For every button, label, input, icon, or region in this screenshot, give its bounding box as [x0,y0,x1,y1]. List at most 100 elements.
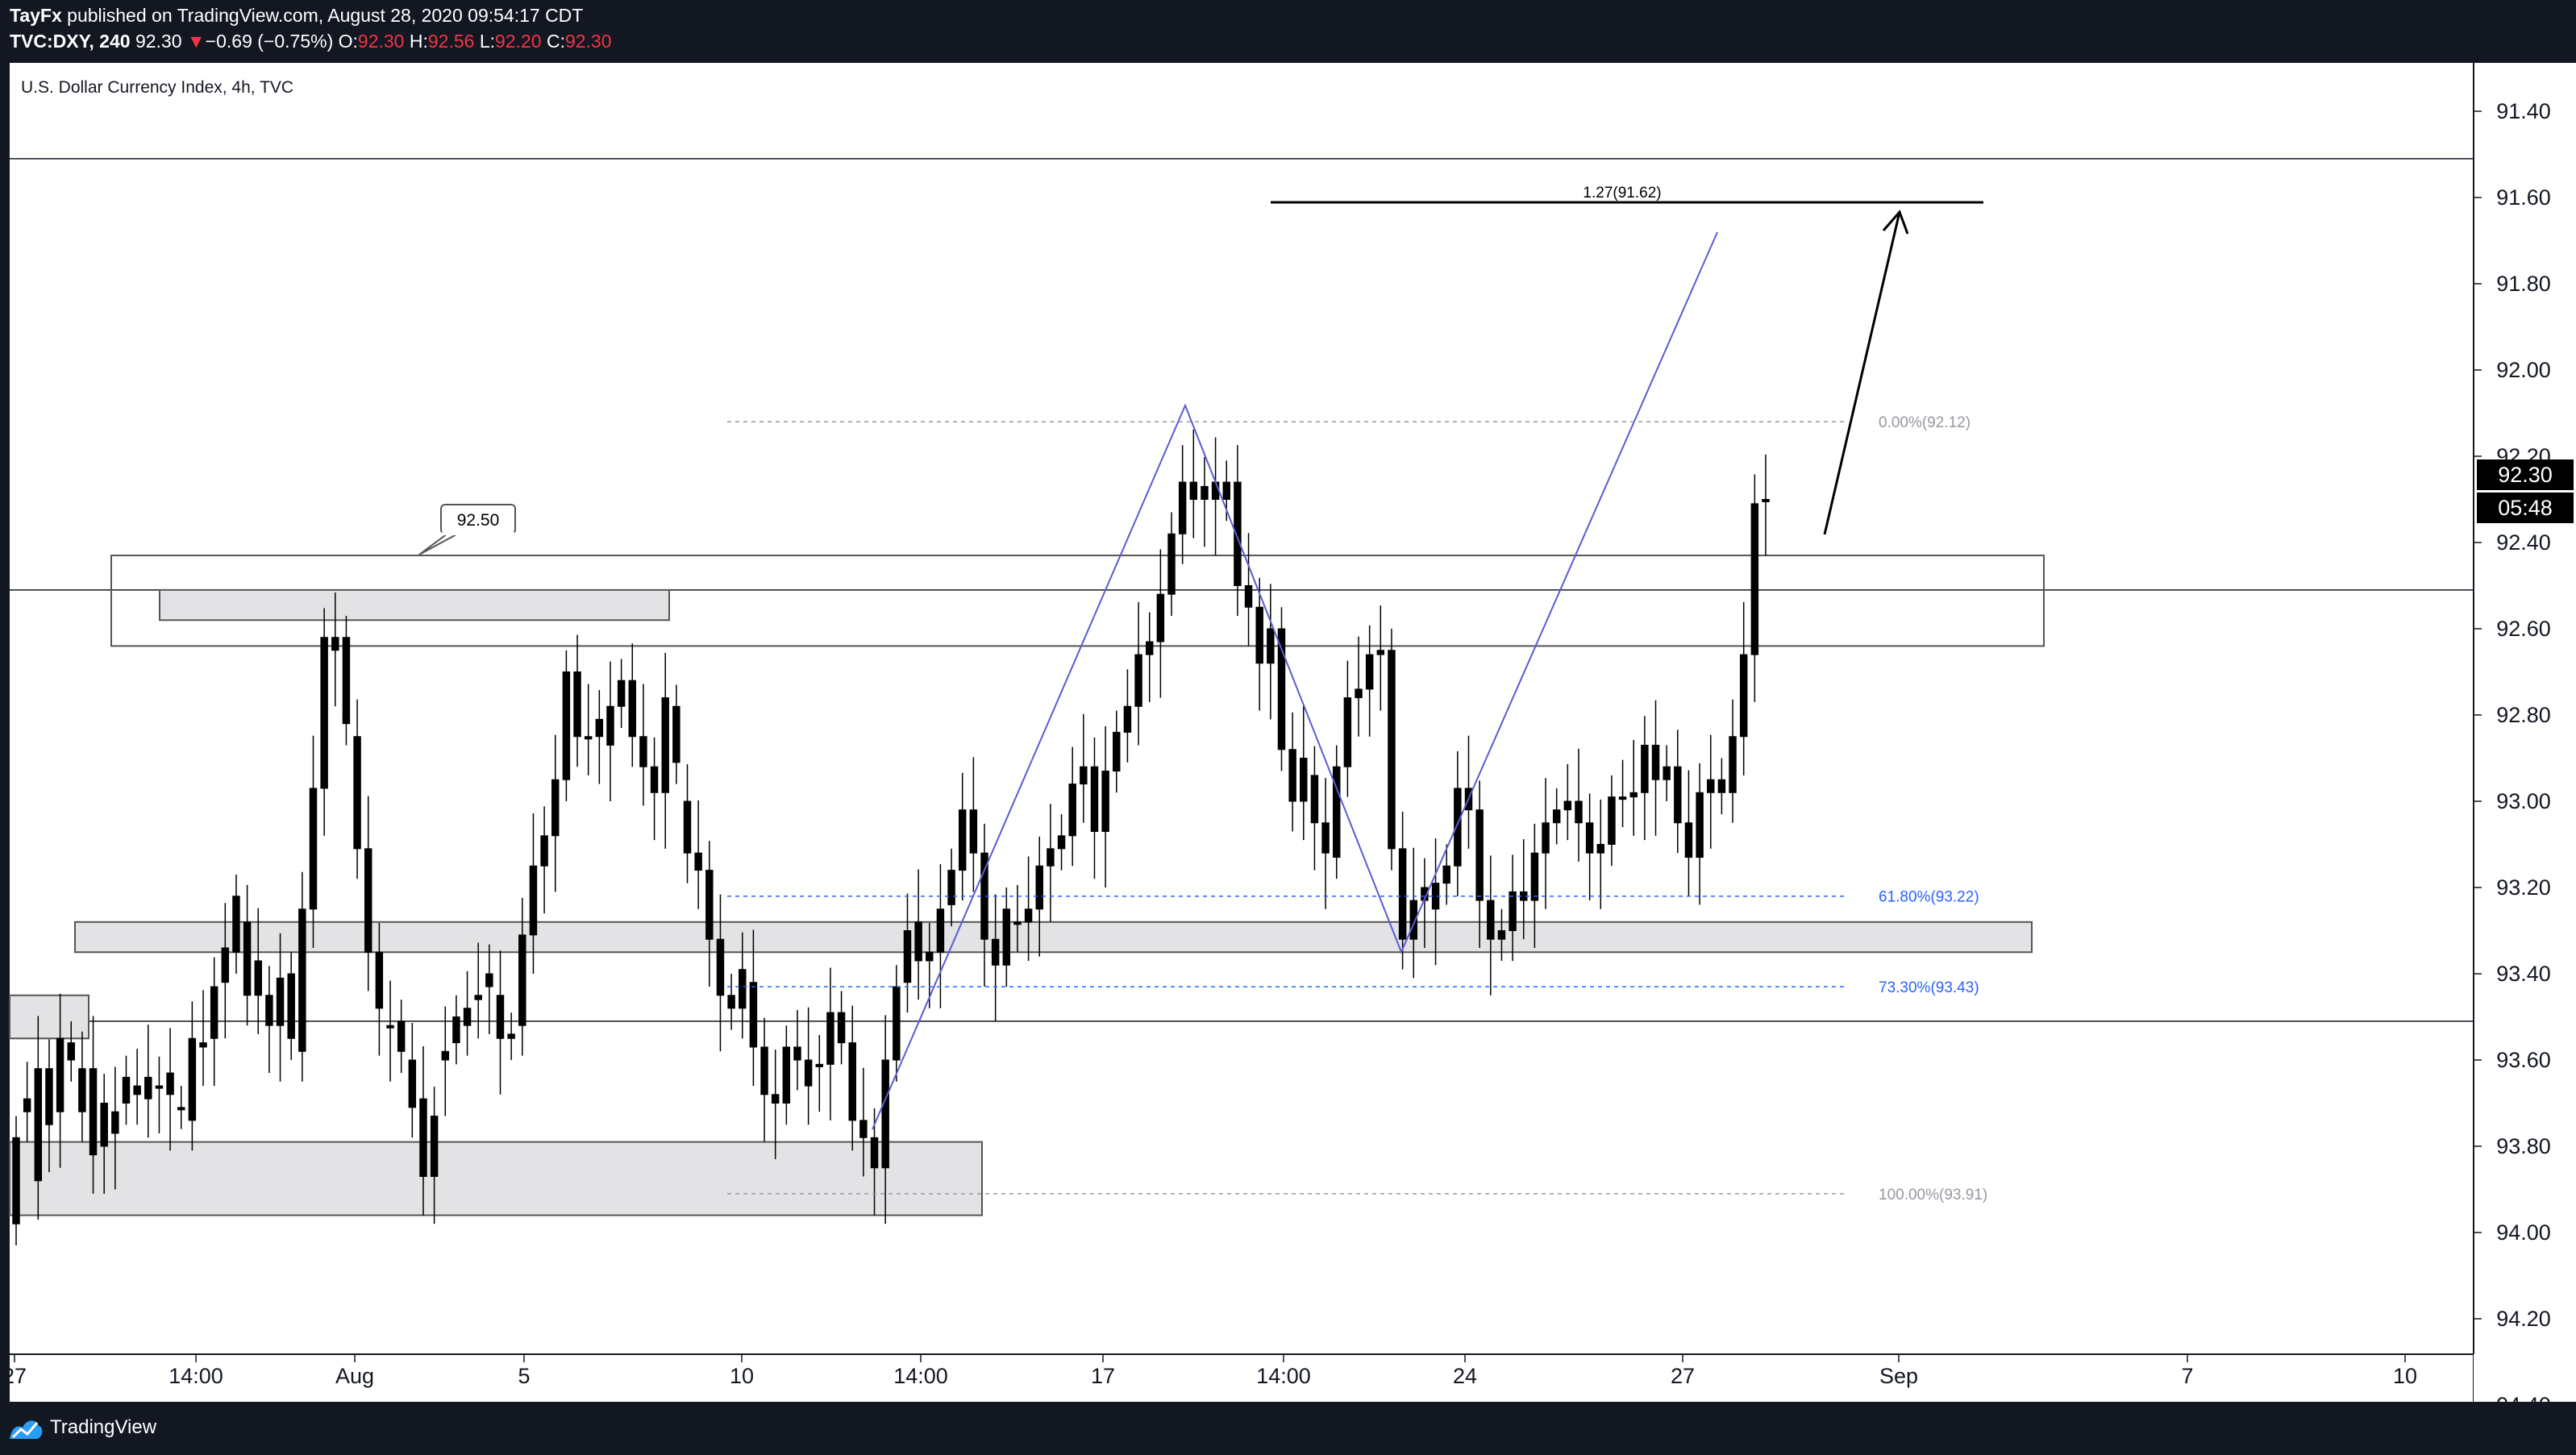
candle [1663,745,1671,801]
candle [342,615,351,746]
candle [331,592,339,707]
candle [1234,445,1242,616]
candle [672,684,680,784]
candle [881,1015,889,1224]
open-value: 92.30 [357,31,405,52]
y-tick-label: 93.20 [2496,875,2551,900]
candle [177,1086,185,1129]
y-tick-label: 91.60 [2496,185,2551,210]
candle [1101,725,1109,888]
candle [1047,804,1055,922]
candles [12,429,1770,1246]
y-tick-label: 91.40 [2496,99,2551,123]
candle [1255,577,1263,711]
y-axis[interactable]: 91.4091.6091.8092.0092.2092.4092.6092.80… [2474,99,2551,1402]
candle [155,1056,164,1133]
candle [540,806,548,914]
candle [1090,737,1099,879]
candle [1442,844,1450,905]
candle [1475,780,1484,948]
fib-label-0: 0.00%(92.12) [1879,414,1970,431]
footer-brand[interactable]: TradingView [50,1416,157,1438]
candle [408,1022,417,1138]
candle [727,974,735,1030]
candle [1750,474,1759,702]
x-tick-label: 14:00 [169,1364,223,1388]
candle [606,661,614,801]
x-tick-label: 10 [2393,1364,2417,1388]
fib-label-2: 73.30%(93.43) [1879,979,1979,996]
candle [661,652,669,849]
candle [771,1050,780,1160]
candle [1288,712,1296,832]
candle [397,1000,406,1074]
candle [353,699,361,879]
y-tick-label: 93.80 [2496,1134,2551,1158]
arrow-head-icon [1882,210,1909,235]
candle [1585,793,1594,901]
candle [1497,908,1506,961]
y-tick-label: 93.00 [2496,789,2551,813]
candle [45,1039,53,1173]
x-tick-label: Aug [335,1364,374,1388]
x-axis[interactable]: 27 14:00 Aug 5 10 14:00 17 14:00 24 27 Sep 7 10 [2,1354,2417,1388]
fib-label-1: 61.80%(93.22) [1879,889,1979,906]
candle [67,1021,75,1082]
candle [1674,730,1682,854]
candle [551,734,560,892]
candle [1178,445,1187,564]
candle [419,1046,427,1216]
x-tick-label: 24 [1453,1364,1477,1388]
candle [166,1028,174,1151]
candle [188,1001,197,1151]
candle [859,1067,868,1177]
candle [1487,855,1495,996]
candle [1696,763,1704,905]
candle [1542,778,1550,909]
y-tick-label: 91.80 [2496,272,2551,296]
price-chart[interactable]: 1.27(91.62) 92.50 0.00%(92.12) 61.80%(93.… [0,63,2576,1402]
candle [1134,601,1142,746]
x-tick-label: Sep [1879,1364,1918,1388]
candle [573,634,581,767]
candle [1398,811,1407,970]
candle [903,893,912,1013]
candle [34,1016,43,1220]
candle [1707,734,1715,849]
candle [1189,429,1198,538]
candle [1211,437,1220,556]
candle [749,929,758,1087]
candle [518,897,526,1056]
change-value: −0.69 (−0.75%) [205,31,334,52]
candle [1596,799,1605,909]
candle [1035,836,1043,957]
candle [144,1025,152,1138]
candle [782,1025,791,1125]
candle [23,1062,31,1142]
candle [1530,823,1539,948]
candle [826,967,834,1120]
y-tick-label: 94.40 [2496,1393,2551,1402]
candle [1068,746,1076,867]
publish-header: TayFx published on TradingView.com, Augu… [0,0,2576,63]
candle [815,1034,824,1112]
candle [705,841,714,987]
candle [1552,788,1561,845]
symbol-label: TVC:DXY, 240 [10,31,131,52]
x-tick-label: 7 [2181,1364,2193,1388]
x-tick-label: 5 [518,1364,530,1388]
candle [78,1031,86,1142]
y-tick-label: 92.40 [2496,530,2551,555]
candle [650,737,659,841]
candle [1244,533,1253,646]
y-tick-label: 94.20 [2496,1307,2551,1331]
author-name[interactable]: TayFx [10,5,62,26]
close-label: C: [546,31,565,52]
candle [1167,512,1176,616]
projection-level-label: 1.27(91.62) [1583,185,1661,202]
candle [1277,607,1286,771]
candle [1080,713,1088,823]
last-price-label: 92.30 [2498,463,2553,487]
candle [1321,778,1330,909]
candle [386,980,394,1082]
